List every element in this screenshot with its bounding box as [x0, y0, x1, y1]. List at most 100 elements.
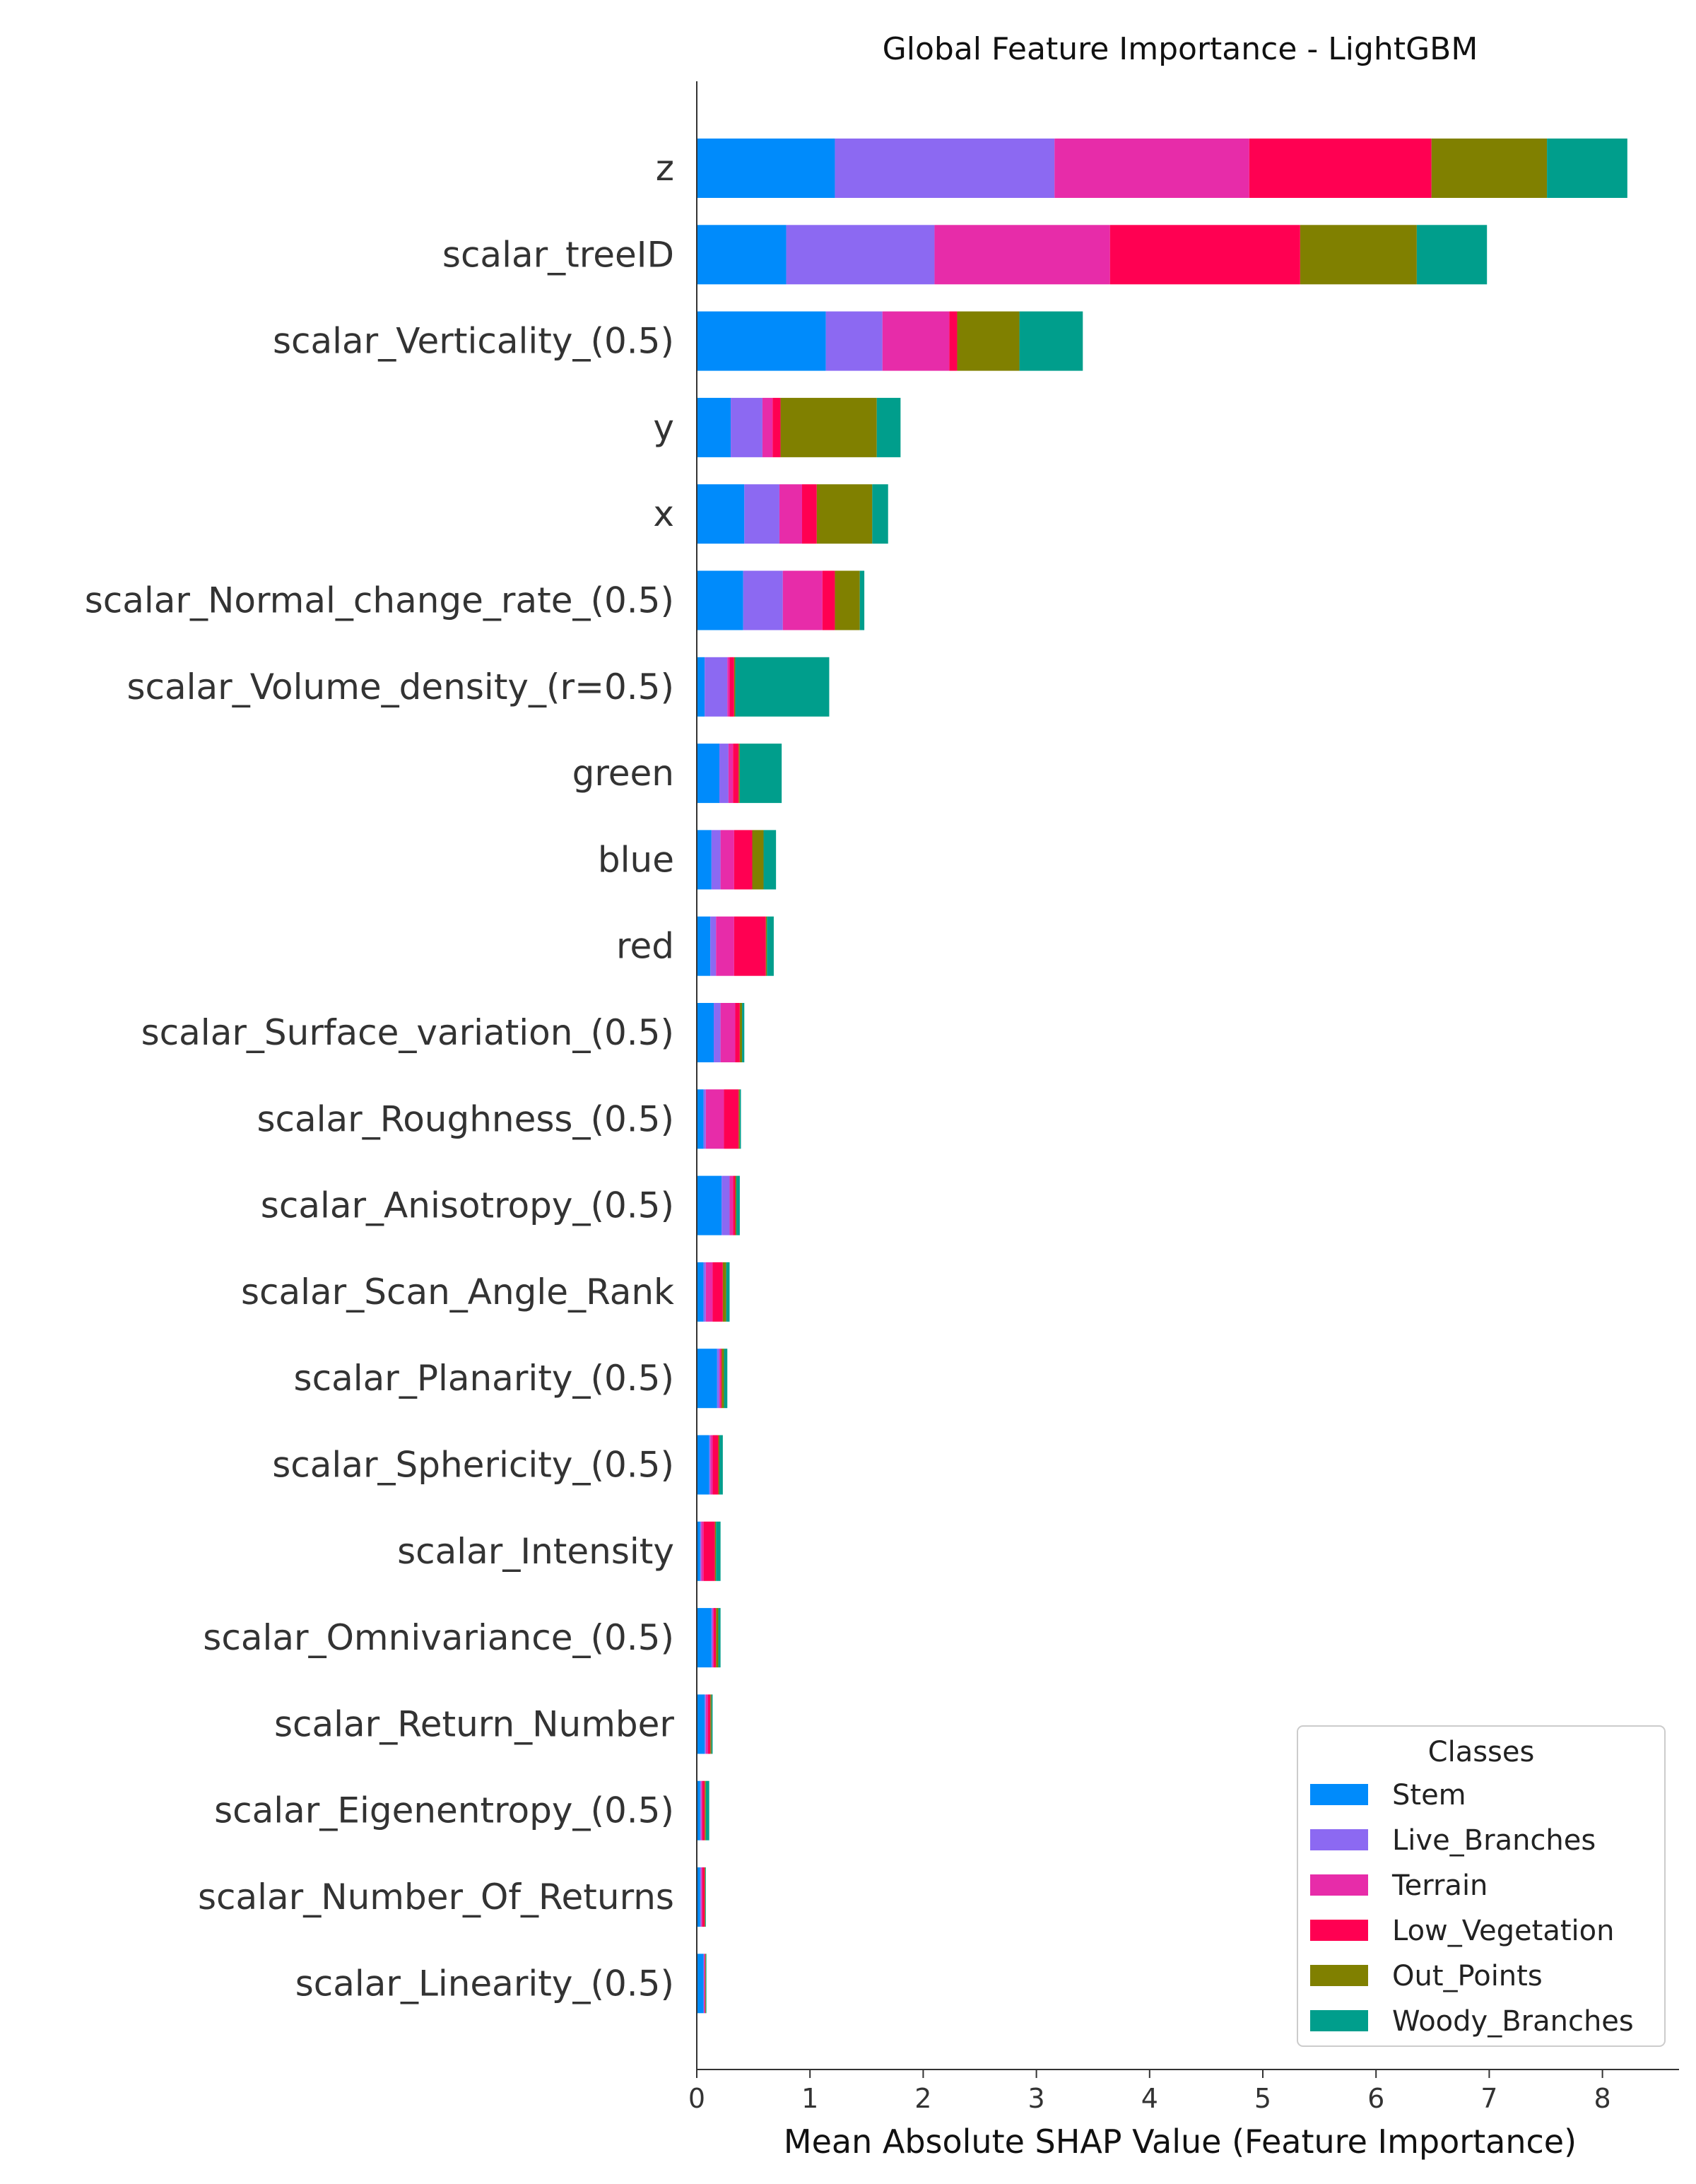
bar-segment-terrain: [719, 1349, 721, 1409]
y-tick-label: scalar_Omnivariance_(0.5): [203, 1617, 674, 1658]
bar-segment-out-points: [1431, 139, 1548, 198]
y-tick-label: blue: [598, 839, 674, 880]
legend-title: Classes: [1428, 1736, 1535, 1768]
bar-segment-woody-branches: [876, 397, 901, 457]
bar-segment-live-branches: [825, 311, 883, 371]
y-tick-label: scalar_Scan_Angle_Rank: [241, 1272, 674, 1313]
bar-segment-woody-branches: [719, 1435, 723, 1495]
legend-swatch-terrain: [1310, 1874, 1368, 1896]
x-tick-label: 1: [801, 2083, 818, 2114]
bar-segment-terrain: [716, 916, 734, 976]
bar-segment-low-vegetation: [702, 1867, 705, 1927]
bar-segment-woody-branches: [705, 1867, 706, 1927]
bar-segment-out-points: [816, 484, 873, 544]
bar-segment-terrain: [701, 1521, 704, 1581]
bar-segment-live-branches: [705, 1694, 706, 1754]
bar-segment-low-vegetation: [733, 744, 739, 804]
y-tick-label: scalar_Planarity_(0.5): [294, 1358, 674, 1399]
bar-segment-live-branches: [703, 1089, 706, 1149]
bar-segment-low-vegetation: [801, 484, 817, 544]
x-tick-label: 7: [1480, 2083, 1497, 2114]
bar-segment-live-branches: [703, 1262, 706, 1322]
bar-segment-woody-branches: [1019, 311, 1083, 371]
bar-segment-live-branches: [731, 397, 762, 457]
bar-segment-terrain: [729, 1175, 734, 1235]
bar-segment-stem: [697, 1349, 717, 1409]
legend-label: Woody_Branches: [1392, 2005, 1634, 2038]
bar-segment-terrain: [1054, 139, 1249, 198]
y-tick-label: x: [653, 493, 674, 534]
bar-segment-live-branches: [711, 1608, 713, 1668]
y-tick-label: scalar_Surface_variation_(0.5): [141, 1012, 674, 1053]
legend-swatch-stem: [1310, 1784, 1368, 1805]
bar-segment-stem: [697, 1867, 700, 1927]
bar-segment-woody-branches: [739, 1089, 741, 1149]
bar-segment-terrain: [712, 1608, 714, 1668]
bar-segment-live-branches: [714, 1003, 721, 1062]
labels-layer: z scalar_treeID scalar_Verticality_(0.5)y x…: [85, 148, 675, 2004]
bar-segment-low-vegetation: [712, 1262, 723, 1322]
x-tick-label: 6: [1367, 2083, 1384, 2114]
bar-segment-woody-branches: [705, 1954, 707, 2014]
bar-segment-stem: [697, 744, 720, 804]
bar-segment-terrain: [704, 1954, 705, 2014]
bar-segment-low-vegetation: [1109, 225, 1300, 285]
y-tick-label: scalar_treeID: [442, 234, 674, 275]
bar-segment-terrain: [934, 225, 1110, 285]
bar-segment-woody-branches: [1416, 225, 1488, 285]
bar-segment-live-branches: [786, 225, 935, 285]
legend-label: Low_Vegetation: [1392, 1915, 1614, 1947]
bar-segment-live-branches: [743, 570, 783, 630]
bar-segment-woody-branches: [872, 484, 888, 544]
bar-segment-terrain: [710, 1435, 713, 1495]
bar-segment-live-branches: [710, 916, 717, 976]
bar-segment-terrain: [705, 1089, 724, 1149]
y-tick-label: scalar_Normal_change_rate_(0.5): [85, 580, 674, 621]
legend-swatch-woody-branches: [1310, 2010, 1368, 2031]
bar-segment-low-vegetation: [703, 1521, 715, 1581]
y-tick-label: scalar_Anisotropy_(0.5): [261, 1185, 674, 1226]
bar-segment-out-points: [734, 657, 736, 717]
bar-segment-out-points: [738, 744, 740, 804]
bar-segment-stem: [697, 225, 787, 285]
bar-segment-woody-branches: [735, 657, 830, 717]
bar-segment-low-vegetation: [949, 311, 958, 371]
bar-segment-woody-branches: [726, 1262, 730, 1322]
x-tick-label: 4: [1141, 2083, 1158, 2114]
bar-segment-terrain: [720, 1003, 736, 1062]
legend-label: Live_Branches: [1392, 1824, 1596, 1857]
bar-segment-live-branches: [700, 1780, 702, 1840]
bar-segment-stem: [697, 397, 731, 457]
bar-segment-out-points: [957, 311, 1020, 371]
x-tick-label: 0: [688, 2083, 705, 2114]
legend: Classes Stem Live_Branches Terrain Low_Veget…: [1297, 1725, 1666, 2047]
bar-segment-low-vegetation: [1249, 139, 1432, 198]
bar-segment-out-points: [718, 1435, 720, 1495]
bar-segment-stem: [697, 657, 705, 717]
bar-segment-low-vegetation: [822, 570, 835, 630]
bar-segment-woody-branches: [736, 1175, 740, 1235]
bar-segment-woody-branches: [705, 1780, 709, 1840]
bar-segment-live-branches: [700, 1867, 702, 1927]
bar-segment-live-branches: [709, 1435, 711, 1495]
bar-segment-low-vegetation: [772, 397, 781, 457]
bar-segment-low-vegetation: [712, 1435, 719, 1495]
bar-segment-stem: [697, 139, 835, 198]
bar-segment-out-points: [1300, 225, 1417, 285]
bar-segment-live-branches: [703, 1954, 705, 2014]
bar-segment-out-points: [705, 1780, 706, 1840]
bar-segment-terrain: [727, 657, 730, 717]
bar-segment-stem: [697, 916, 711, 976]
y-tick-label: scalar_Eigenentropy_(0.5): [214, 1790, 674, 1831]
bar-segment-live-branches: [835, 139, 1055, 198]
bar-segment-woody-branches: [711, 1694, 713, 1754]
bar-segment-out-points: [705, 1954, 706, 2014]
bar-segment-stem: [697, 1003, 714, 1062]
bar-segment-woody-branches: [724, 1349, 728, 1409]
bar-segment-stem: [697, 1262, 704, 1322]
bar-segment-terrain: [779, 484, 802, 544]
y-tick-label: scalar_Roughness_(0.5): [257, 1098, 674, 1139]
axes-layer: 0 1 2 3 4 5 6 7 8: [688, 81, 1679, 2114]
legend-swatch-live-branches: [1310, 1829, 1368, 1850]
